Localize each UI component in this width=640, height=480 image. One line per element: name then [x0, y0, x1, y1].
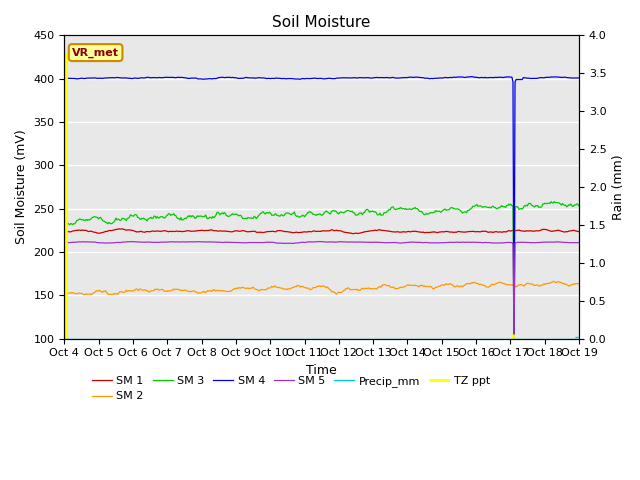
SM 5	[483, 240, 491, 245]
SM 4	[305, 76, 312, 82]
SM 3	[305, 209, 312, 215]
SM 4	[339, 75, 347, 81]
SM 3	[510, 336, 518, 342]
SM 1	[306, 229, 314, 235]
SM 2	[340, 288, 348, 293]
Y-axis label: Soil Moisture (mV): Soil Moisture (mV)	[15, 130, 28, 244]
SM 2	[483, 284, 491, 290]
SM 5	[305, 239, 312, 245]
Text: VR_met: VR_met	[72, 48, 119, 58]
SM 4	[367, 75, 374, 81]
SM 4	[565, 75, 573, 81]
X-axis label: Time: Time	[307, 364, 337, 377]
SM 2	[61, 289, 68, 295]
SM 3	[339, 210, 347, 216]
SM 1	[61, 229, 68, 235]
SM 1	[309, 228, 317, 234]
Legend: SM 1, SM 2, SM 3, SM 4, SM 5, Precip_mm, TZ ppt: SM 1, SM 2, SM 3, SM 4, SM 5, Precip_mm,…	[88, 372, 494, 406]
SM 2	[549, 278, 557, 284]
SM 5	[340, 239, 348, 245]
Precip_mm	[563, 336, 570, 342]
SM 4	[61, 75, 68, 81]
Precip_mm	[308, 336, 316, 342]
SM 3	[550, 199, 558, 204]
SM 4	[308, 75, 316, 81]
Line: SM 4: SM 4	[65, 77, 579, 339]
SM 1	[369, 228, 376, 233]
SM 4	[483, 75, 491, 81]
SM 3	[575, 203, 583, 209]
SM 5	[368, 240, 376, 245]
Line: SM 5: SM 5	[65, 241, 579, 339]
Precip_mm	[61, 336, 68, 342]
SM 4	[510, 336, 518, 342]
SM 3	[483, 204, 490, 210]
SM 5	[308, 239, 316, 245]
SM 5	[510, 336, 518, 342]
SM 2	[565, 283, 573, 289]
SM 1	[575, 229, 583, 235]
SM 3	[367, 208, 374, 214]
SM 2	[306, 287, 314, 293]
Y-axis label: Rain (mm): Rain (mm)	[612, 154, 625, 220]
Precip_mm	[305, 336, 312, 342]
SM 5	[61, 240, 68, 246]
Precip_mm	[339, 336, 347, 342]
SM 3	[61, 218, 68, 224]
SM 1	[340, 229, 348, 235]
SM 1	[484, 229, 492, 235]
Line: SM 1: SM 1	[65, 229, 579, 234]
Line: SM 3: SM 3	[65, 202, 579, 339]
SM 2	[575, 280, 583, 286]
SM 1	[565, 228, 573, 234]
SM 5	[316, 239, 323, 244]
SM 1	[115, 226, 123, 232]
SM 4	[468, 74, 476, 80]
SM 5	[575, 240, 583, 245]
SM 2	[368, 286, 376, 292]
SM 5	[565, 240, 573, 246]
SM 3	[308, 210, 316, 216]
Line: SM 2: SM 2	[65, 281, 579, 295]
SM 3	[565, 202, 573, 208]
SM 2	[309, 285, 317, 290]
SM 1	[349, 231, 357, 237]
Precip_mm	[367, 336, 374, 342]
Precip_mm	[483, 336, 490, 342]
SM 2	[80, 292, 88, 298]
Title: Soil Moisture: Soil Moisture	[273, 15, 371, 30]
SM 4	[575, 75, 583, 81]
Precip_mm	[575, 336, 583, 342]
